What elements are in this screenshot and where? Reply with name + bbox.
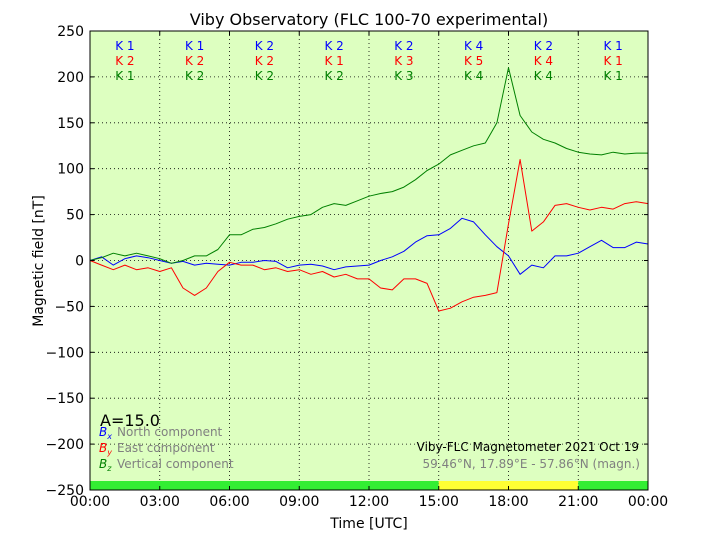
k-index-vertical: K 2 [324, 69, 343, 83]
grid-lines [90, 31, 648, 490]
y-tick-label: −50 [54, 299, 84, 315]
x-tick-label: 21:00 [558, 494, 598, 510]
x-tick-label: 03:00 [140, 494, 180, 510]
k-index-north: K 2 [534, 39, 553, 53]
x-tick-label: 00:00 [70, 494, 110, 510]
y-tick-label: 0 [75, 254, 84, 270]
legend-entry-north: Bx North component [99, 425, 223, 441]
series-lines [89, 67, 649, 312]
activity-segment [578, 481, 648, 490]
y-tick-label: 200 [57, 70, 84, 86]
svg-text:Bx: Bx [99, 425, 112, 441]
k-index-vertical: K 4 [534, 69, 553, 83]
k-index-east: K 5 [464, 54, 483, 68]
legend-label-east: East component [117, 441, 215, 455]
svg-text:Bz: Bz [99, 457, 112, 473]
k-index-vertical: K 1 [115, 69, 134, 83]
activity-segment [90, 481, 439, 490]
series-line-vertical [89, 67, 648, 264]
k-index-east: K 1 [324, 54, 343, 68]
y-tick-label: 150 [57, 116, 84, 132]
activity-bar [90, 481, 648, 490]
y-tick-label: −150 [46, 391, 84, 407]
svg-text:By: By [99, 441, 112, 457]
k-index-north: K 1 [115, 39, 134, 53]
k-index-east: K 4 [534, 54, 553, 68]
legend-label-vertical: Vertical component [117, 457, 234, 471]
chart-title: Viby Observatory (FLC 100-70 experimenta… [190, 10, 549, 29]
y-tick-label: 250 [57, 24, 84, 40]
k-index-vertical: K 2 [255, 69, 274, 83]
y-tick-label: 100 [57, 162, 84, 178]
k-index-north: K 2 [324, 39, 343, 53]
legend-symbol-east: B [99, 441, 107, 455]
x-tick-label: 09:00 [279, 494, 319, 510]
k-index-north: K 4 [464, 39, 483, 53]
legend-entry-east: By East component [99, 441, 215, 457]
k-index-north: K 2 [255, 39, 274, 53]
legend-symbol-vertical: B [99, 457, 107, 471]
k-index-vertical: K 4 [464, 69, 483, 83]
x-tick-label: 18:00 [488, 494, 528, 510]
k-index-north: K 2 [394, 39, 413, 53]
k-index-north: K 1 [603, 39, 622, 53]
k-index-east: K 2 [255, 54, 274, 68]
legend-sub-north: x [106, 432, 112, 441]
location-info: 59.46°N, 17.89°E - 57.86°N (magn.) [423, 457, 640, 471]
activity-segment [438, 481, 579, 490]
k-index-north: K 1 [185, 39, 204, 53]
legend-sub-vertical: z [106, 464, 112, 473]
k-index-vertical: K 3 [394, 69, 413, 83]
k-index-east: K 2 [115, 54, 134, 68]
y-tick-label: −200 [46, 437, 84, 453]
x-tick-label: 15:00 [419, 494, 459, 510]
instrument-info: Viby-FLC Magnetometer 2021 Oct 19 [417, 440, 639, 454]
legend-symbol-north: B [99, 425, 107, 439]
k-index-east: K 1 [603, 54, 622, 68]
x-tick-label: 12:00 [349, 494, 389, 510]
k-index-vertical: K 2 [185, 69, 204, 83]
y-axis-label: Magnetic field [nT] [31, 195, 47, 327]
a-index-label: A=15.0 [100, 411, 160, 430]
x-tick-label: 06:00 [209, 494, 249, 510]
legend: Bx North component By East component Bz … [99, 425, 234, 473]
legend-sub-east: y [106, 448, 112, 457]
y-tick-label: −100 [46, 345, 84, 361]
series-line-north [89, 217, 649, 275]
y-tick-label: 50 [66, 208, 84, 224]
axis-ticks: 00:00 03:00 06:00 09:00 12:00 15:00 18:00 21:00… [46, 24, 669, 510]
legend-entry-vertical: Bz Vertical component [99, 457, 234, 473]
y-tick-label: −250 [46, 483, 84, 499]
k-index-vertical: K 1 [603, 69, 622, 83]
series-line-east [89, 159, 649, 312]
legend-label-north: North component [117, 425, 223, 439]
k-index-east: K 2 [185, 54, 204, 68]
x-tick-label: 00:00 [628, 494, 668, 510]
k-index-east: K 3 [394, 54, 413, 68]
x-axis-label: Time [UTC] [329, 516, 407, 532]
